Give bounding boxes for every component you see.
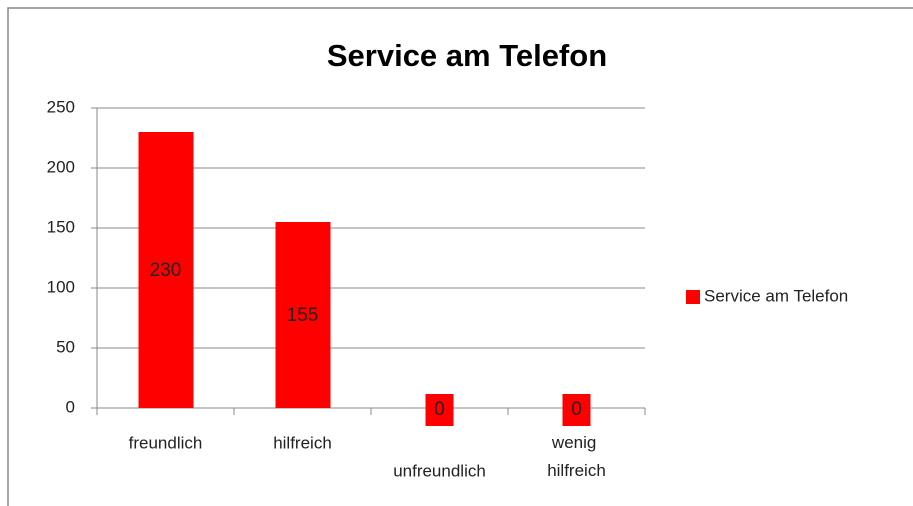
y-tick-label: 200 — [47, 157, 75, 176]
data-label: 0 — [571, 399, 582, 420]
legend-label: Service am Telefon — [704, 286, 848, 305]
x-tick-label: hilfreich — [273, 433, 332, 452]
data-label: 155 — [287, 305, 319, 326]
x-tick-label: wenig hilfreich — [547, 433, 606, 480]
y-tick-label: 0 — [66, 397, 75, 416]
x-tick-label: unfreundlich — [393, 461, 486, 480]
bar — [275, 222, 331, 408]
data-label: 0 — [434, 399, 445, 420]
y-tick-label: 150 — [47, 217, 75, 236]
bar — [138, 132, 194, 408]
data-label-box — [425, 394, 454, 426]
y-tick-label: 50 — [56, 337, 75, 356]
chart-title: Service am Telefon — [327, 38, 607, 73]
y-tick-label: 250 — [47, 97, 75, 116]
legend-swatch — [686, 290, 700, 304]
y-tick-label: 100 — [47, 277, 75, 296]
x-tick-label: freundlich — [129, 433, 203, 452]
data-label-box — [562, 394, 591, 426]
data-label: 230 — [150, 260, 182, 281]
